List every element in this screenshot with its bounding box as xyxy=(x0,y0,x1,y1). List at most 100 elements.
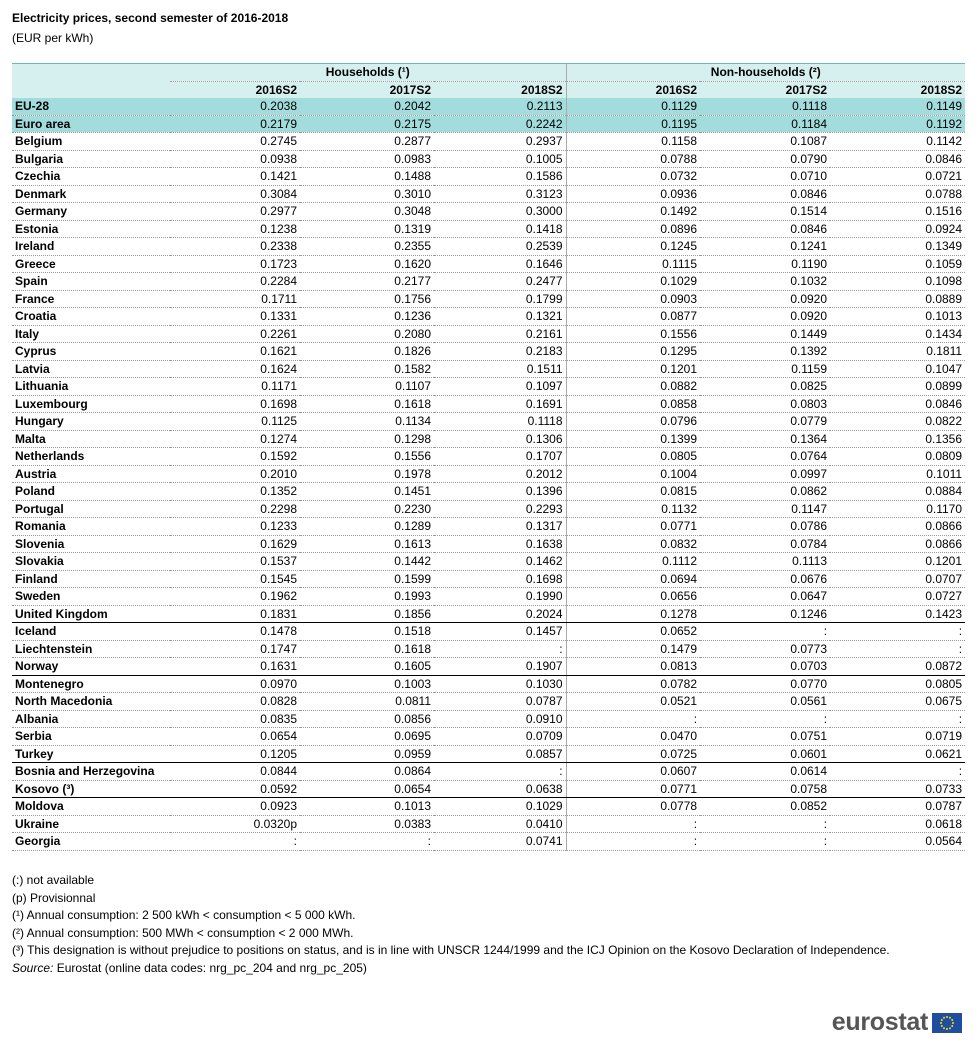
value-cell: 0.1856 xyxy=(300,605,434,623)
country-cell: Euro area xyxy=(12,115,170,133)
source-text: Eurostat (online data codes: nrg_pc_204 … xyxy=(56,960,367,975)
country-cell: Germany xyxy=(12,202,170,221)
subtitle: (EUR per kWh) xyxy=(12,31,94,45)
value-cell: 0.0618 xyxy=(830,815,966,833)
country-cell: Cyprus xyxy=(12,342,170,361)
table-row: Iceland 0.1478 0.1518 0.1457 0.0652:: xyxy=(12,622,966,641)
value-cell: 0.1029 xyxy=(434,797,567,816)
value-cell: 0.0470 xyxy=(565,727,701,746)
value-cell: 0.0835 xyxy=(170,710,300,728)
value-cell: 0.0815 xyxy=(565,482,701,501)
footnote: (p) Provisionnal xyxy=(12,890,96,905)
value-cell: 0.0732 xyxy=(565,167,701,186)
value-cell: 0.0858 xyxy=(565,395,701,413)
value-cell: 0.1618 xyxy=(300,640,434,658)
value-cell: 0.1629 xyxy=(170,535,300,553)
value-cell: 0.1134 xyxy=(300,412,434,431)
value-cell: 0.1747 xyxy=(170,640,300,658)
value-cell: 0.2539 xyxy=(434,237,567,256)
value-cell: 0.0725 xyxy=(565,745,701,763)
table-row: Romania 0.1233 0.1289 0.1317 0.0771 0.0786 0.0… xyxy=(12,517,966,536)
country-cell: Ireland xyxy=(12,237,170,256)
value-cell: : xyxy=(700,815,831,833)
value-cell: 0.1236 xyxy=(300,307,434,326)
value-cell: : xyxy=(830,710,966,728)
value-cell: 0.2477 xyxy=(434,272,567,291)
value-cell: 0.1479 xyxy=(565,640,701,658)
country-cell: Netherlands xyxy=(12,447,170,466)
value-cell: 0.0790 xyxy=(700,150,831,168)
country-cell: Austria xyxy=(12,465,170,483)
table-row: France 0.1711 0.1756 0.1799 0.0903 0.0920 0.08… xyxy=(12,290,966,308)
value-cell: 0.0561 xyxy=(700,692,831,711)
country-cell: Albania xyxy=(12,710,170,728)
value-cell: 0.1826 xyxy=(300,342,434,361)
value-cell: 0.0521 xyxy=(565,692,701,711)
value-cell: 0.2113 xyxy=(434,98,567,116)
value-cell: 0.0970 xyxy=(170,675,300,693)
value-cell: 0.0811 xyxy=(300,692,434,711)
value-cell: 0.1811 xyxy=(830,342,966,361)
value-cell: 0.1586 xyxy=(434,167,567,186)
value-cell: 0.0846 xyxy=(700,185,831,203)
table-row: Bosnia and Herzegovina 0.0844 0.0864:0.060… xyxy=(12,762,966,781)
value-cell: 0.0695 xyxy=(300,727,434,746)
country-cell: Bulgaria xyxy=(12,150,170,168)
table-row: Netherlands 0.1592 0.1556 0.1707 0.0805 0.076… xyxy=(12,447,966,466)
value-cell: 0.1171 xyxy=(170,377,300,396)
value-cell: 0.1442 xyxy=(300,552,434,571)
value-cell: 0.1112 xyxy=(565,552,701,571)
value-cell: 0.0857 xyxy=(434,745,567,763)
value-cell: 0.2355 xyxy=(300,237,434,256)
table-row: Albania 0.0835 0.0856 0.0910::: xyxy=(12,710,966,728)
value-cell: 0.0320p xyxy=(170,815,300,833)
table-row: Germany 0.2977 0.3048 0.3000 0.1492 0.1514 0.1… xyxy=(12,202,966,221)
value-cell: 0.0788 xyxy=(565,150,701,168)
value-cell: 0.1190 xyxy=(700,255,831,273)
logo-text: eurostat xyxy=(831,1008,929,1036)
country-cell: North Macedonia xyxy=(12,692,170,711)
value-cell: 0.1147 xyxy=(700,500,831,518)
value-cell: 0.1356 xyxy=(830,430,966,448)
country-cell: Lithuania xyxy=(12,377,170,396)
value-cell: 0.1978 xyxy=(300,465,434,483)
table-row: Luxembourg 0.1698 0.1618 0.1691 0.0858 0.0803… xyxy=(12,395,966,413)
value-cell: 0.0920 xyxy=(700,307,831,326)
value-cell: 0.1618 xyxy=(300,395,434,413)
table-row: Poland 0.1352 0.1451 0.1396 0.0815 0.0862 0.08… xyxy=(12,482,966,501)
value-cell: 0.1582 xyxy=(300,360,434,378)
value-cell: 0.0923 xyxy=(170,797,300,816)
value-cell: 0.1631 xyxy=(170,657,300,676)
value-cell: 0.2745 xyxy=(170,132,300,151)
value-cell: : xyxy=(434,762,567,781)
table-row: Malta 0.1274 0.1298 0.1306 0.1399 0.1364 0.135… xyxy=(12,430,966,448)
value-cell: 0.2161 xyxy=(434,325,567,343)
value-cell: 0.0764 xyxy=(700,447,831,466)
value-cell: 0.0787 xyxy=(830,797,966,816)
value-cell: 0.1149 xyxy=(830,98,966,116)
value-cell: 0.0856 xyxy=(300,710,434,728)
value-cell: 0.1118 xyxy=(434,412,567,431)
table-row: EU-28 0.2038 0.2042 0.2113 0.1129 0.1118 0.114… xyxy=(12,98,966,116)
country-cell: United Kingdom xyxy=(12,605,170,623)
value-cell: 0.2183 xyxy=(434,342,567,361)
country-cell: Ukraine xyxy=(12,815,170,833)
header-cell xyxy=(12,63,170,81)
value-cell: 0.0784 xyxy=(700,535,831,553)
value-cell: 0.1278 xyxy=(565,605,701,623)
table-row: Georgia::0.0741::0.0564 xyxy=(12,832,966,851)
value-cell: 0.1556 xyxy=(300,447,434,466)
country-cell: Spain xyxy=(12,272,170,291)
value-cell: 0.0675 xyxy=(830,692,966,711)
value-cell: 0.0846 xyxy=(830,395,966,413)
value-cell: 0.1142 xyxy=(830,132,966,151)
value-cell: : xyxy=(700,832,831,851)
country-cell: Portugal xyxy=(12,500,170,518)
value-cell: 0.1478 xyxy=(170,622,300,641)
table-row: North Macedonia 0.0828 0.0811 0.0787 0.0521 0… xyxy=(12,692,966,711)
value-cell: 0.1032 xyxy=(700,272,831,291)
value-cell: 0.0846 xyxy=(700,220,831,238)
value-cell: 0.0822 xyxy=(830,412,966,431)
value-cell: 0.0805 xyxy=(565,447,701,466)
value-cell: 0.2977 xyxy=(170,202,300,221)
